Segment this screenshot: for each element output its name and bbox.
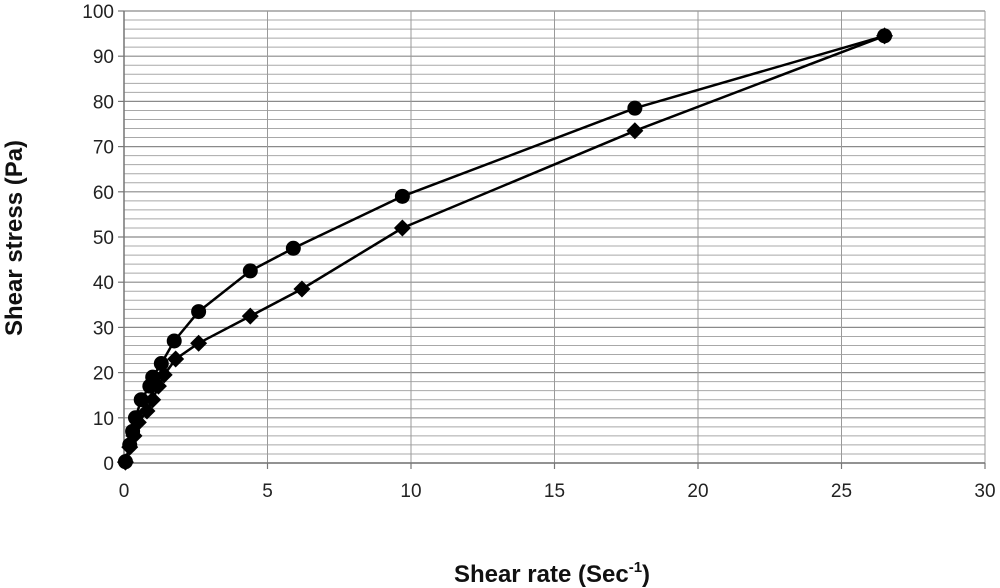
diamond-marker xyxy=(167,350,185,368)
diamond-marker xyxy=(190,334,208,352)
diamond-marker xyxy=(876,27,894,45)
gridlines xyxy=(123,10,986,464)
y-axis-title: Shear stress (Pa) xyxy=(1,140,28,336)
y-tick-label: 40 xyxy=(93,273,114,294)
circle-marker xyxy=(285,240,301,256)
y-tick-label: 30 xyxy=(93,318,114,339)
diamond-marker xyxy=(144,391,162,409)
circle-marker xyxy=(394,188,410,204)
circle-marker xyxy=(133,392,149,408)
diamond-marker xyxy=(125,427,143,445)
y-tick-label: 90 xyxy=(93,47,114,68)
x-axis-title-main: Shear rate (Sec xyxy=(454,561,629,588)
circle-marker xyxy=(627,100,643,116)
diamond-marker xyxy=(149,377,167,395)
y-tick-label: 70 xyxy=(93,138,114,159)
tick-labels: 0 10 20 30 40 50 60 70 80 90 100 0 5 10 15 20 25 30 xyxy=(82,2,995,502)
y-tick-label: 10 xyxy=(93,409,114,430)
x-tick-label: 10 xyxy=(400,481,421,502)
circle-marker xyxy=(242,263,258,279)
diamond-marker xyxy=(155,366,173,384)
x-tick-label: 15 xyxy=(544,481,565,502)
x-axis-title: Shear rate (Sec-1) xyxy=(454,559,650,588)
x-tick-label: 20 xyxy=(687,481,708,502)
diamond-marker xyxy=(293,280,311,298)
y-tick-label: 50 xyxy=(93,228,114,249)
diamond-marker xyxy=(626,122,644,140)
diamond-marker xyxy=(393,219,411,237)
circle-marker xyxy=(191,304,207,320)
circle-marker xyxy=(166,333,182,349)
y-tick-label: 0 xyxy=(103,454,114,475)
diamond-marker xyxy=(241,307,259,325)
series-markers xyxy=(116,27,894,471)
x-tick-label: 25 xyxy=(831,481,852,502)
diamond-marker xyxy=(116,453,134,471)
y-tick-label: 100 xyxy=(82,2,114,23)
x-axis-title-suffix: ) xyxy=(642,561,650,588)
diamond-marker xyxy=(138,402,156,420)
x-tick-label: 0 xyxy=(119,481,130,502)
y-tick-label: 60 xyxy=(93,183,114,204)
x-tick-label: 5 xyxy=(262,481,273,502)
y-tick-label: 80 xyxy=(93,92,114,113)
x-tick-label: 30 xyxy=(974,481,995,502)
diamond-marker xyxy=(129,413,147,431)
y-tick-label: 20 xyxy=(93,364,114,385)
x-axis-title-superscript: -1 xyxy=(629,559,642,576)
